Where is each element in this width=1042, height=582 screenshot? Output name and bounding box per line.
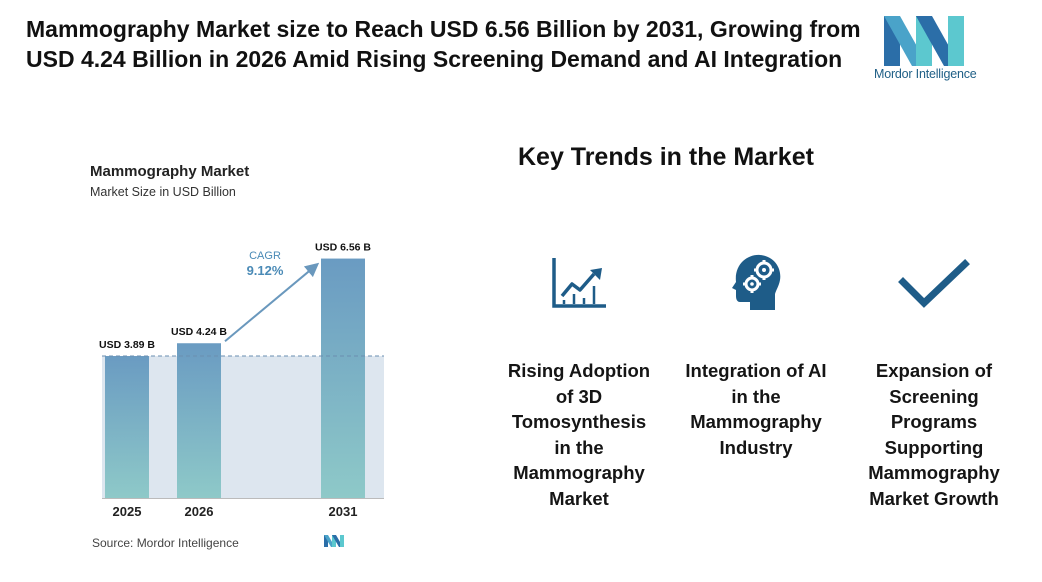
- trend-item-3: Expansion of Screening Programs Supporti…: [849, 358, 1019, 511]
- cagr-arrow: [224, 262, 320, 343]
- chart-subtitle: Market Size in USD Billion: [90, 185, 236, 199]
- trend-line: Market: [549, 487, 609, 509]
- x-tick-label: 2025: [113, 504, 142, 519]
- trend-line: Expansion of: [875, 360, 993, 381]
- trend-line: Integration of AI: [685, 360, 827, 381]
- trend-item-2: Integration of AI in the Mammography Ind…: [671, 358, 841, 460]
- data-label: USD 6.56 B: [315, 242, 371, 254]
- trend-line: Screening: [889, 385, 979, 407]
- trend-item-1: Rising Adoption of 3D Tomosynthesis in t…: [494, 358, 664, 511]
- cagr-value: 9.12%: [247, 263, 284, 278]
- trend-line: of 3D: [555, 385, 603, 407]
- checkmark-icon: [898, 259, 970, 308]
- trend-line: in the: [554, 436, 604, 458]
- trend-line: Industry: [719, 436, 793, 458]
- data-label: USD 4.24 B: [171, 326, 227, 338]
- brand-name: Mordor Intelligence: [874, 67, 977, 81]
- x-tick-label: 2031: [329, 504, 358, 519]
- chart-title: Mammography Market: [90, 163, 250, 180]
- trend-line: Mammography: [513, 462, 645, 483]
- trend-line: Programs: [890, 411, 978, 432]
- trend-line: in the: [731, 385, 781, 407]
- trend-line: Mammography: [690, 411, 822, 432]
- data-label: USD 3.89 B: [99, 339, 155, 351]
- trends-title: Key Trends in the Market: [518, 143, 814, 171]
- source-logo-icon: [324, 535, 344, 547]
- bar-2031: [321, 258, 365, 498]
- trend-line: Supporting: [884, 436, 984, 458]
- source-note: Source: Mordor Intelligence: [92, 536, 239, 550]
- bar-2026: [177, 343, 221, 498]
- x-tick-label: 2026: [185, 504, 214, 519]
- trend-line: Rising Adoption: [507, 360, 651, 381]
- cagr-label: CAGR: [249, 250, 281, 262]
- trend-line: Market Growth: [869, 487, 999, 509]
- head-gears-icon: [732, 254, 781, 310]
- brand-logo-icon: [884, 16, 964, 66]
- bar-chart: CAGR 9.12% USD 3.89 B 2025 USD 4.24 B 2026 U…: [99, 242, 384, 519]
- trend-line: Tomosynthesis: [511, 411, 647, 432]
- headline: Mammography Market size to Reach USD 6.5…: [26, 16, 861, 72]
- growth-chart-icon: [552, 258, 606, 308]
- bar-2025: [105, 356, 149, 498]
- trend-line: Mammography: [868, 462, 1000, 483]
